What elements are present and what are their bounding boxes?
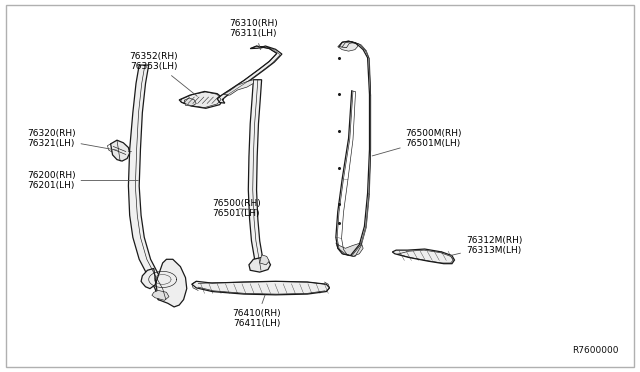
Polygon shape <box>184 98 196 106</box>
Text: 76200(RH)
76201(LH): 76200(RH) 76201(LH) <box>27 171 138 190</box>
Polygon shape <box>152 291 169 300</box>
Polygon shape <box>336 243 363 256</box>
Polygon shape <box>249 257 271 272</box>
Text: 76310(RH)
76311(LH): 76310(RH) 76311(LH) <box>229 19 278 49</box>
Text: 76320(RH)
76321(LH): 76320(RH) 76321(LH) <box>27 129 117 150</box>
Polygon shape <box>223 80 253 95</box>
Polygon shape <box>192 281 330 295</box>
Polygon shape <box>392 249 454 264</box>
Polygon shape <box>217 46 282 103</box>
Polygon shape <box>338 41 358 51</box>
Polygon shape <box>129 65 170 299</box>
Text: 76410(RH)
76411(LH): 76410(RH) 76411(LH) <box>232 295 281 328</box>
Text: 76352(RH)
76353(LH): 76352(RH) 76353(LH) <box>129 52 197 96</box>
Text: 76500(RH)
76501(LH): 76500(RH) 76501(LH) <box>212 199 261 218</box>
Polygon shape <box>248 80 265 270</box>
Text: R7600000: R7600000 <box>572 346 618 355</box>
Polygon shape <box>141 259 187 307</box>
Polygon shape <box>260 255 269 265</box>
Text: 76500M(RH)
76501M(LH): 76500M(RH) 76501M(LH) <box>372 129 462 156</box>
Polygon shape <box>111 140 130 161</box>
Polygon shape <box>179 92 223 108</box>
Text: 76312M(RH)
76313M(LH): 76312M(RH) 76313M(LH) <box>449 236 522 256</box>
